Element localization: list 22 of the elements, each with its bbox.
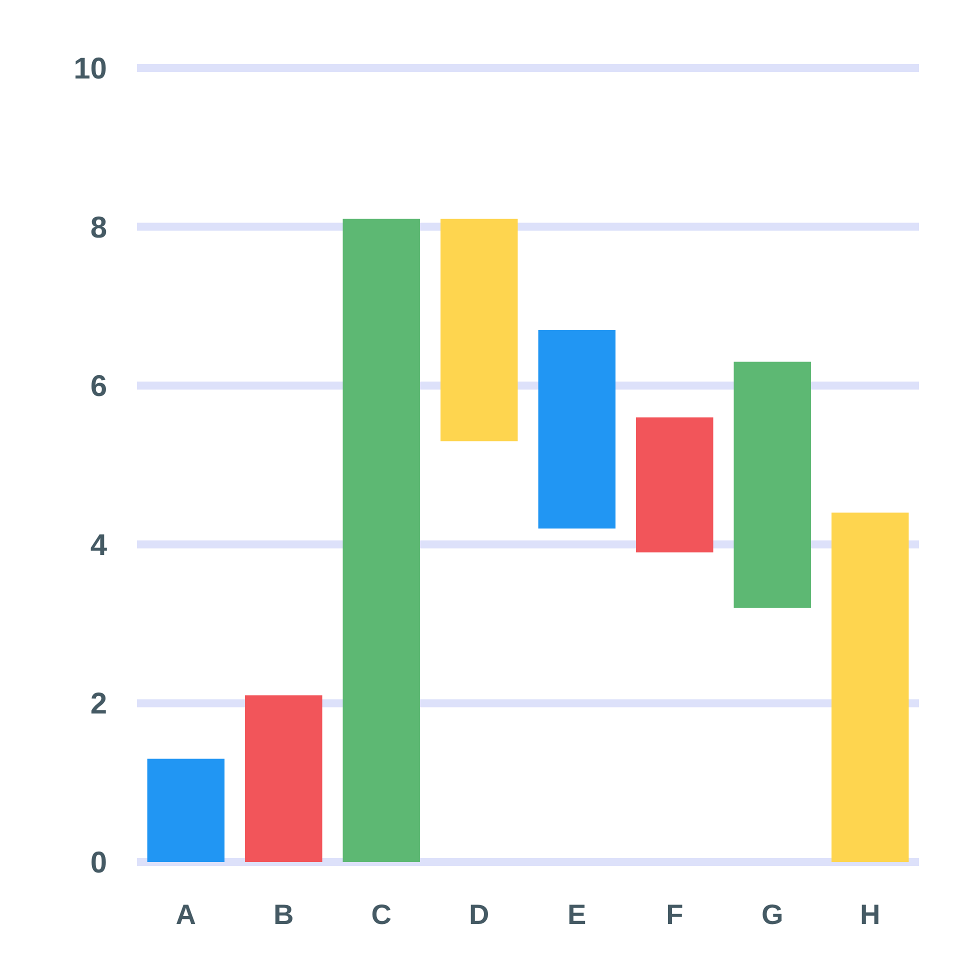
x-tick-label: E (568, 898, 586, 930)
bar (832, 512, 909, 862)
bar (734, 362, 811, 608)
bar (342, 218, 420, 862)
y-tick-label: 4 (90, 528, 108, 562)
y-tick-label: 8 (90, 211, 107, 244)
y-tick-label: 10 (74, 52, 107, 86)
bar (147, 758, 224, 862)
y-tick-label: 6 (90, 370, 107, 404)
x-tick-label: H (860, 898, 880, 930)
x-tick-label: B (274, 898, 294, 930)
bar (440, 218, 518, 442)
x-tick-label: D (469, 898, 490, 930)
y-tick-label: 0 (90, 846, 107, 880)
y-tick-label: 2 (90, 688, 107, 721)
bar (245, 695, 322, 862)
x-tick-label: G (761, 898, 784, 930)
x-tick-label: F (666, 898, 684, 930)
bar (538, 330, 616, 529)
x-tick-label: C (371, 898, 392, 930)
bar (636, 417, 714, 552)
x-tick-label: A (176, 898, 196, 930)
